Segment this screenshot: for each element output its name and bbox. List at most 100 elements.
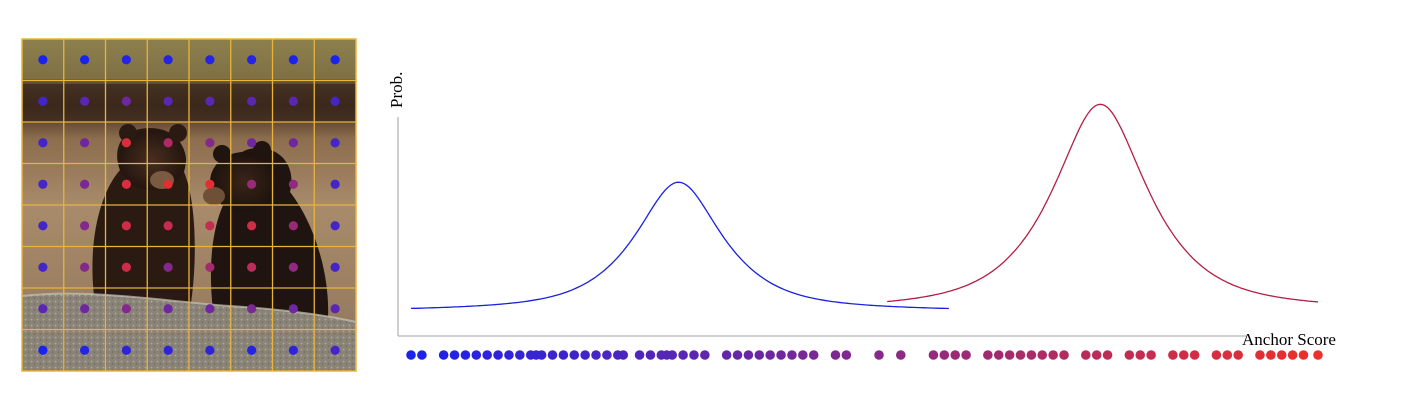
strip-score-point — [1298, 350, 1309, 360]
strip-score-point — [558, 350, 569, 360]
anchor-point — [205, 345, 215, 355]
strip-score-point — [1178, 350, 1189, 360]
anchor-point — [80, 262, 90, 272]
anchor-point — [121, 55, 131, 65]
strip-score-point — [482, 350, 492, 360]
strip-score-point — [460, 350, 471, 360]
strip-score-point — [700, 350, 710, 360]
strip-score-point — [634, 350, 645, 360]
anchor-point — [247, 96, 257, 106]
strip-score-point — [754, 350, 765, 360]
strip-score-point — [798, 350, 808, 360]
anchor-point — [121, 221, 131, 231]
anchor-point — [330, 221, 340, 231]
anchor-point — [288, 179, 298, 189]
strip-score-point — [743, 350, 754, 360]
strip-score-point — [950, 350, 960, 360]
score-plot: Prob. Anchor Score — [387, 72, 1336, 360]
anchor-grid — [22, 39, 356, 371]
anchor-point — [121, 345, 131, 355]
distribution-curve — [410, 181, 949, 310]
anchor-point — [288, 345, 298, 355]
anchor-point — [205, 262, 215, 272]
strip-score-point — [1091, 350, 1102, 360]
strip-score-point — [993, 350, 1004, 360]
strip-score-point — [721, 350, 732, 360]
x-axis-label: Anchor Score — [1242, 330, 1336, 349]
anchor-point — [247, 262, 257, 272]
anchor-point — [38, 345, 48, 355]
strip-score-point — [1266, 350, 1276, 360]
anchor-point — [330, 55, 340, 65]
anchor-point — [288, 138, 298, 148]
anchor-point — [163, 221, 173, 231]
strip-score-point — [1211, 350, 1222, 360]
anchor-point — [80, 96, 90, 106]
anchor-point — [163, 262, 173, 272]
anchor-point — [38, 304, 48, 314]
anchor-point — [121, 304, 131, 314]
anchor-point — [38, 55, 48, 65]
strip-score-point — [1059, 350, 1069, 360]
strip-score-point — [841, 350, 852, 360]
anchor-point — [330, 345, 340, 355]
strip-score-point — [438, 350, 449, 360]
anchor-point — [38, 262, 48, 272]
anchor-point — [330, 262, 340, 272]
anchor-point — [163, 345, 173, 355]
strip-score-point — [504, 350, 514, 360]
anchor-point — [80, 345, 90, 355]
strip-score-point — [1287, 350, 1298, 360]
anchor-point — [163, 55, 173, 65]
anchor-point — [205, 96, 215, 106]
anchor-point — [163, 179, 173, 189]
strip-score-point — [808, 350, 819, 360]
strip-score-point — [1146, 350, 1156, 360]
anchor-point — [121, 262, 131, 272]
anchor-point — [121, 179, 131, 189]
strip-score-point — [515, 350, 525, 360]
strip-score-point — [1189, 350, 1200, 360]
anchor-point — [38, 221, 48, 231]
anchor-point — [247, 179, 257, 189]
strip-score-point — [536, 350, 547, 360]
strip-score-point — [449, 350, 460, 360]
strip-score-point — [776, 350, 786, 360]
strip-score-point — [689, 350, 699, 360]
anchor-point — [330, 96, 340, 106]
anchor-point — [121, 96, 131, 106]
y-axis-label: Prob. — [387, 72, 406, 108]
anchor-point — [288, 55, 298, 65]
anchor-point — [247, 345, 257, 355]
anchor-point — [38, 138, 48, 148]
anchor-point — [288, 221, 298, 231]
strip-score-point — [928, 350, 939, 360]
strip-score-point — [618, 350, 629, 360]
anchor-point — [205, 221, 215, 231]
anchor-point — [163, 304, 173, 314]
strip-score-point — [765, 350, 775, 360]
anchor-point — [38, 96, 48, 106]
strip-score-point — [1015, 350, 1026, 360]
anchor-point — [247, 221, 257, 231]
anchor-point — [247, 304, 257, 314]
strip-score-point — [417, 350, 427, 360]
anchor-point — [38, 179, 48, 189]
anchor-point — [330, 179, 340, 189]
strip-score-point — [1313, 350, 1323, 360]
anchor-point — [205, 55, 215, 65]
strip-score-point — [939, 350, 950, 360]
strip-score-point — [602, 350, 612, 360]
strip-score-point — [983, 350, 993, 360]
strip-score-point — [1081, 350, 1091, 360]
anchor-point — [205, 138, 215, 148]
strip-score-point — [645, 350, 656, 360]
strip-score-point — [667, 350, 678, 360]
strip-score-point — [895, 350, 906, 360]
strip-score-point — [1124, 350, 1135, 360]
anchor-point — [80, 55, 90, 65]
strip-score-point — [1004, 350, 1015, 360]
strip-score-point — [1276, 350, 1287, 360]
strip-score-point — [787, 350, 797, 360]
